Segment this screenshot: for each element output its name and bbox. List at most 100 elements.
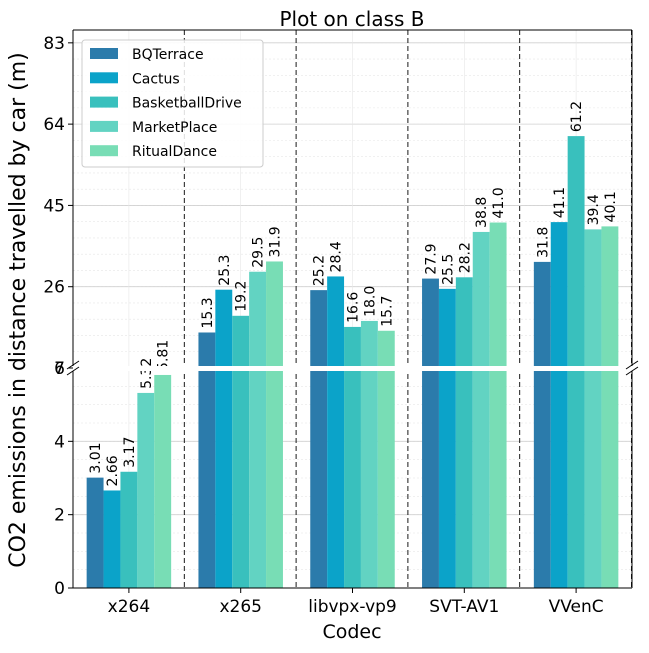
x-tick-label: x265: [219, 597, 262, 617]
bar: [120, 471, 138, 588]
legend-label: BasketballDrive: [132, 96, 242, 112]
x-tick-label: VVenC: [549, 597, 604, 617]
y-axis-label: CO2 emissions in distance travelled by c…: [6, 52, 31, 568]
data-label: 3.01: [88, 442, 104, 473]
data-label: 41.0: [491, 187, 507, 218]
legend-swatch: [90, 96, 118, 108]
bar: [377, 368, 395, 588]
data-label: 5.81: [156, 340, 172, 371]
data-label: 38.8: [474, 197, 490, 228]
legend-swatch: [90, 72, 118, 84]
data-label: 31.9: [268, 226, 284, 257]
bar: [422, 368, 439, 588]
data-label: 25.3: [217, 255, 233, 286]
data-label: 19.2: [234, 281, 250, 312]
bar: [249, 368, 267, 588]
data-label: 3.17: [122, 437, 138, 468]
bar: [567, 136, 585, 368]
bar: [422, 278, 439, 368]
bar: [154, 374, 172, 588]
x-tick-label: x264: [108, 597, 151, 617]
y-ticks: 7 26 45 64 83 0 2 4 6: [43, 34, 73, 599]
bar: [533, 261, 551, 368]
y-tick-label: 45: [43, 196, 65, 216]
bar: [360, 368, 378, 588]
y-tick-label: 83: [43, 34, 65, 54]
legend-swatch: [90, 120, 118, 132]
axis-break-gap: [71, 366, 634, 371]
bars: [86, 136, 619, 588]
bar: [438, 368, 456, 588]
data-label: 41.1: [552, 187, 568, 218]
bar: [249, 271, 267, 368]
bar: [232, 315, 250, 368]
bar: [327, 276, 345, 368]
y-tick-label: 2: [54, 506, 65, 526]
chart-title: Plot on class B: [279, 7, 424, 31]
data-label: 15.3: [200, 297, 216, 328]
data-label: 61.2: [569, 101, 585, 132]
bar: [266, 368, 283, 588]
bar: [327, 368, 345, 588]
data-label: 40.1: [603, 191, 619, 222]
bar: [438, 288, 456, 368]
bar: [86, 477, 104, 588]
x-axis-label: Codec: [322, 621, 381, 643]
legend-swatch: [90, 145, 118, 157]
bar: [550, 222, 568, 368]
bar: [344, 326, 361, 368]
bar: [198, 332, 216, 368]
bar: [344, 368, 361, 588]
legend: BQTerrace Cactus BasketballDrive MarketPlac…: [81, 39, 264, 168]
x-tick-label: libvpx-vp9: [308, 597, 397, 617]
bar: [584, 229, 602, 368]
y-tick-label: 26: [43, 278, 65, 298]
legend-label: MarketPlace: [132, 120, 217, 136]
bar: [533, 368, 551, 588]
bar: [584, 368, 602, 588]
bar: [137, 392, 155, 588]
bar: [377, 330, 395, 368]
data-label: 25.2: [312, 255, 328, 286]
data-label: 27.9: [424, 243, 440, 274]
data-label: 29.5: [251, 237, 267, 268]
legend-label: RitualDance: [132, 144, 217, 160]
bar: [472, 368, 490, 588]
bar: [310, 290, 328, 368]
bar: [103, 490, 121, 588]
legend-box: [81, 39, 264, 168]
y-tick-label: 64: [43, 115, 65, 135]
data-label: 16.6: [346, 292, 362, 323]
data-labels: 3.01 2.663.17 5.325.81 15.325.319.229.5 31.9…: [88, 101, 619, 487]
axis-break-mark: [66, 366, 80, 376]
y-tick-label: 6: [54, 359, 65, 379]
bar: [198, 368, 216, 588]
y-tick-label: 4: [54, 432, 65, 452]
bar: [266, 261, 283, 368]
data-label: 15.7: [379, 296, 395, 327]
data-label: 28.2: [457, 242, 473, 273]
data-label: 5.32: [139, 358, 155, 389]
data-label: 25.5: [440, 254, 456, 285]
bar: [601, 368, 619, 588]
bar: [215, 368, 233, 588]
bar: [455, 368, 473, 588]
axis-break-mark: [625, 366, 639, 376]
x-ticks: x264 x265 libvpx-vp9 SVT-AV1 VVenC: [108, 588, 604, 617]
bar: [567, 368, 585, 588]
bar: [232, 368, 250, 588]
legend-label: BQTerrace: [132, 47, 204, 63]
legend-swatch: [90, 48, 118, 59]
bar: [360, 320, 378, 368]
data-label: 31.8: [535, 227, 551, 258]
data-label: 28.4: [329, 241, 345, 272]
data-label: 18.0: [362, 286, 378, 317]
bar: [489, 222, 507, 368]
data-label: 39.4: [586, 194, 602, 225]
bar: [310, 368, 328, 588]
x-tick-label: SVT-AV1: [429, 597, 499, 617]
bar: [455, 277, 473, 368]
axis-break-mark: [625, 360, 639, 370]
legend-label: Cactus: [132, 71, 180, 87]
